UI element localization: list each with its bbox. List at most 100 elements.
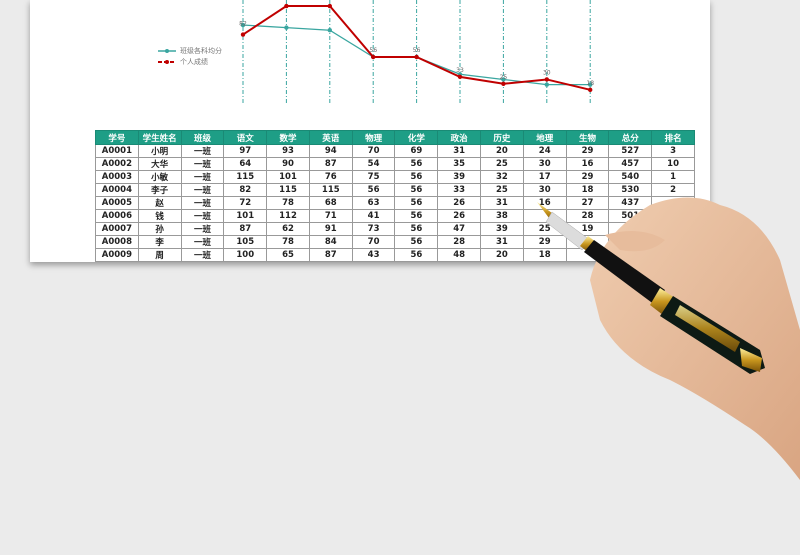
table-cell[interactable]: 82	[223, 183, 268, 197]
table-cell[interactable]: 54	[351, 157, 396, 171]
table-cell[interactable]: 97	[223, 144, 268, 158]
table-cell[interactable]: 一班	[180, 170, 225, 184]
table-cell[interactable]	[651, 248, 695, 262]
table-cell[interactable]: 47	[437, 222, 482, 236]
table-cell[interactable]	[565, 248, 610, 262]
table-cell[interactable]: 78	[266, 235, 310, 249]
table-cell[interactable]: 540	[608, 170, 653, 184]
table-cell[interactable]: 41	[351, 209, 396, 223]
table-cell[interactable]: 65	[266, 248, 310, 262]
table-cell[interactable]: 16	[522, 196, 567, 210]
table-cell[interactable]: A0005	[95, 196, 139, 210]
table-cell[interactable]: 73	[351, 222, 396, 236]
table-cell[interactable]: 105	[223, 235, 268, 249]
table-cell[interactable]: 530	[608, 183, 653, 197]
table-cell[interactable]: 29	[565, 144, 610, 158]
table-cell[interactable]: 115	[223, 170, 268, 184]
table-cell[interactable]: 94	[308, 144, 353, 158]
table-cell[interactable]: 李子	[137, 183, 182, 197]
table-cell[interactable]: 70	[351, 235, 396, 249]
table-cell[interactable]: 25	[522, 222, 567, 236]
table-cell[interactable]: 437	[608, 196, 653, 210]
table-cell[interactable]	[651, 222, 695, 236]
table-cell[interactable]: 56	[394, 157, 439, 171]
table-cell[interactable]: 56	[394, 170, 439, 184]
table-cell[interactable]: 一班	[180, 196, 225, 210]
table-cell[interactable]: 26	[437, 196, 482, 210]
table-cell[interactable]: 20	[480, 248, 524, 262]
column-header[interactable]: 语文	[223, 130, 268, 145]
table-cell[interactable]: 19	[565, 222, 610, 236]
column-header[interactable]: 物理	[351, 130, 396, 145]
table-cell[interactable]: 69	[394, 144, 439, 158]
table-cell[interactable]	[608, 248, 653, 262]
table-cell[interactable]: 17	[522, 170, 567, 184]
table-cell[interactable]: 一班	[180, 235, 225, 249]
table-cell[interactable]: 93	[266, 144, 310, 158]
table-cell[interactable]: 101	[223, 209, 268, 223]
table-cell[interactable]: 90	[266, 157, 310, 171]
table-cell[interactable]: 112	[266, 209, 310, 223]
table-cell[interactable]: 27	[565, 196, 610, 210]
table-cell[interactable]: 501	[608, 209, 653, 223]
table-cell[interactable]: 87	[308, 157, 353, 171]
table-cell[interactable]: 35	[437, 157, 482, 171]
table-cell[interactable]: 一班	[180, 144, 225, 158]
table-cell[interactable]: 30	[522, 157, 567, 171]
table-cell[interactable]: 10	[651, 157, 695, 171]
table-cell[interactable]: A0004	[95, 183, 139, 197]
column-header[interactable]: 历史	[480, 130, 524, 145]
column-header[interactable]: 政治	[437, 130, 482, 145]
table-cell[interactable]: 63	[351, 196, 396, 210]
table-cell[interactable]: 39	[437, 170, 482, 184]
table-cell[interactable]: 3	[651, 144, 695, 158]
table-cell[interactable]: A0003	[95, 170, 139, 184]
table-cell[interactable]: 91	[308, 222, 353, 236]
table-cell[interactable]: 周	[137, 248, 182, 262]
table-cell[interactable]: 56	[394, 248, 439, 262]
table-cell[interactable]: A0009	[95, 248, 139, 262]
table-cell[interactable]	[651, 209, 695, 223]
table-cell[interactable]: 56	[351, 183, 396, 197]
table-cell[interactable]: 68	[308, 196, 353, 210]
table-cell[interactable]: 78	[266, 196, 310, 210]
table-cell[interactable]: 72	[223, 196, 268, 210]
column-header[interactable]: 班级	[180, 130, 225, 145]
table-cell[interactable]: A0001	[95, 144, 139, 158]
table-cell[interactable]: 48	[437, 248, 482, 262]
table-cell[interactable]: 38	[480, 209, 524, 223]
table-cell[interactable]: 39	[480, 222, 524, 236]
table-cell[interactable]: 31	[480, 196, 524, 210]
table-cell[interactable]: A0008	[95, 235, 139, 249]
column-header[interactable]: 排名	[651, 130, 695, 145]
table-cell[interactable]: 一班	[180, 209, 225, 223]
table-cell[interactable]: 20	[480, 144, 524, 158]
table-cell[interactable]: 31	[480, 235, 524, 249]
table-cell[interactable]: 小明	[137, 144, 182, 158]
table-cell[interactable]: 87	[223, 222, 268, 236]
table-cell[interactable]: 75	[351, 170, 396, 184]
table-cell[interactable]: 84	[308, 235, 353, 249]
table-cell[interactable]: 32	[480, 170, 524, 184]
table-cell[interactable]: 一班	[180, 183, 225, 197]
table-cell[interactable]: 115	[266, 183, 310, 197]
table-cell[interactable]: 大华	[137, 157, 182, 171]
table-cell[interactable]: 赵	[137, 196, 182, 210]
table-cell[interactable]: 56	[394, 209, 439, 223]
column-header[interactable]: 化学	[394, 130, 439, 145]
table-cell[interactable]: 100	[223, 248, 268, 262]
table-cell[interactable]: 一班	[180, 222, 225, 236]
table-cell[interactable]: 钱	[137, 209, 182, 223]
column-header[interactable]: 学号	[95, 130, 139, 145]
table-cell[interactable]: 64	[223, 157, 268, 171]
table-cell[interactable]: 18	[565, 183, 610, 197]
table-cell[interactable]	[608, 222, 653, 236]
table-cell[interactable]: 31	[437, 144, 482, 158]
table-cell[interactable]: 2	[651, 183, 695, 197]
table-cell[interactable]: 56	[394, 235, 439, 249]
table-cell[interactable]: 29	[565, 170, 610, 184]
table-cell[interactable]: 29	[522, 235, 567, 249]
table-cell[interactable]: 孙	[137, 222, 182, 236]
column-header[interactable]: 地理	[522, 130, 567, 145]
table-cell[interactable]: 56	[394, 196, 439, 210]
